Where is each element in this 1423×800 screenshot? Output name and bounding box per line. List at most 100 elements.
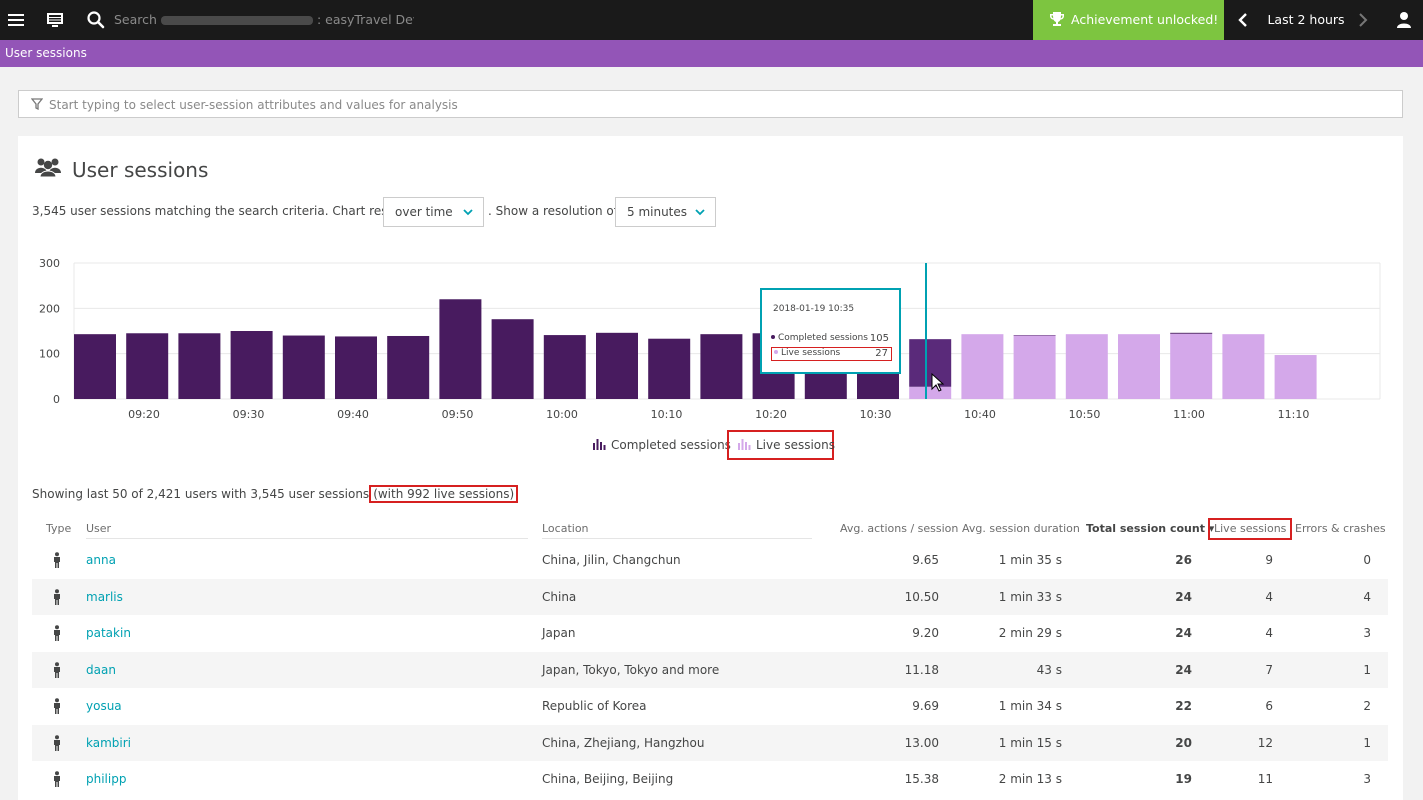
x-tick-label: 10:50 bbox=[1069, 408, 1101, 421]
search-input[interactable]: Search : easyTravel Dev... bbox=[114, 11, 414, 29]
chevron-left-icon[interactable] bbox=[1236, 12, 1250, 28]
user-link[interactable]: patakin bbox=[86, 626, 131, 640]
header-errors[interactable]: Errors & crashes bbox=[1295, 522, 1386, 535]
bar-live-sessions[interactable] bbox=[1013, 335, 1056, 399]
completed-dot bbox=[771, 335, 775, 339]
tooltip-date: 2018-01-19 10:35 bbox=[773, 304, 855, 314]
location-cell: Japan, Tokyo, Tokyo and more bbox=[542, 662, 720, 677]
bar-live-sessions[interactable] bbox=[1222, 334, 1265, 399]
user-link[interactable]: anna bbox=[86, 553, 116, 567]
person-icon bbox=[54, 588, 60, 605]
legend-completed-sessions[interactable]: Completed sessions bbox=[593, 430, 731, 460]
user-link[interactable]: daan bbox=[86, 662, 116, 677]
x-tick-label: 10:10 bbox=[651, 408, 683, 421]
avg-actions-cell: 10.50 bbox=[904, 589, 939, 604]
avg-duration-cell: 2 min 13 s bbox=[998, 772, 1062, 786]
avg-duration-cell: 1 min 35 s bbox=[998, 553, 1062, 567]
bar-completed-sessions[interactable] bbox=[596, 332, 638, 399]
bar-live-sessions[interactable] bbox=[961, 334, 1004, 399]
avg-actions-cell: 13.00 bbox=[904, 735, 939, 750]
user-link[interactable]: yosua bbox=[86, 699, 122, 713]
filter-placeholder: Start typing to select user-session attr… bbox=[49, 98, 458, 112]
table-row[interactable]: patakin Japan 9.20 2 min 29 s 24 4 3 bbox=[32, 615, 1388, 652]
header-user[interactable]: User bbox=[86, 522, 112, 535]
avg-actions-cell: 9.65 bbox=[912, 553, 939, 567]
header-location[interactable]: Location bbox=[542, 522, 589, 535]
bar-completed-sessions[interactable] bbox=[543, 335, 586, 399]
bar-completed-sessions[interactable] bbox=[74, 334, 116, 399]
x-tick-label: 09:50 bbox=[442, 408, 474, 421]
bar-completed-sessions[interactable] bbox=[335, 336, 377, 399]
x-tick-label: 09:20 bbox=[128, 408, 160, 421]
total-sessions-cell: 19 bbox=[1175, 772, 1192, 786]
avg-actions-cell: 11.18 bbox=[904, 662, 939, 677]
x-tick-label: 09:30 bbox=[233, 408, 265, 421]
monitor-icon[interactable] bbox=[46, 11, 64, 29]
hamburger-menu-icon[interactable] bbox=[8, 11, 24, 29]
location-cell: Japan bbox=[542, 626, 576, 640]
errors-cell: 3 bbox=[1363, 772, 1371, 786]
bar-completed-sessions[interactable] bbox=[230, 331, 273, 399]
resolution-label: . Show a resolution of bbox=[488, 204, 618, 218]
tooltip-live-label: Live sessions bbox=[781, 348, 841, 358]
live-dot bbox=[774, 350, 778, 354]
tooltip-completed-label: Completed sessions bbox=[778, 333, 868, 343]
live-sessions-count: (with 992 live sessions) bbox=[369, 485, 519, 503]
bar-completed-sessions[interactable] bbox=[126, 333, 169, 399]
chart-mode-select[interactable]: over time bbox=[383, 197, 484, 227]
bar-completed-sessions[interactable] bbox=[387, 335, 430, 399]
bar-live-sessions[interactable] bbox=[1274, 355, 1317, 399]
bar-completed-sessions[interactable] bbox=[439, 299, 482, 399]
bar-completed-sessions[interactable] bbox=[178, 333, 221, 399]
header-avg-actions[interactable]: Avg. actions / session bbox=[840, 522, 959, 535]
chart-legend: Completed sessions Live sessions bbox=[18, 430, 1403, 460]
user-link[interactable]: philipp bbox=[86, 772, 127, 786]
table-row[interactable]: kambiri China, Zhejiang, Hangzhou 13.00 1 m… bbox=[32, 724, 1388, 761]
live-sessions-cell: 4 bbox=[1265, 589, 1273, 604]
bar-completed-sessions[interactable] bbox=[700, 334, 743, 399]
avg-duration-cell: 1 min 33 s bbox=[998, 589, 1062, 604]
total-sessions-cell: 24 bbox=[1175, 589, 1192, 604]
header-type[interactable]: Type bbox=[46, 522, 72, 535]
live-sessions-cell: 12 bbox=[1257, 735, 1273, 750]
resolution-select[interactable]: 5 minutes bbox=[615, 197, 716, 227]
mouse-pointer-icon bbox=[931, 372, 945, 392]
bar-completed-sessions[interactable] bbox=[491, 319, 534, 399]
bar-live-sessions[interactable] bbox=[1170, 333, 1213, 399]
redacted-text bbox=[160, 16, 313, 25]
user-link[interactable]: kambiri bbox=[86, 735, 131, 750]
bar-completed-sessions[interactable] bbox=[648, 338, 691, 399]
header-total-sessions[interactable]: Total session count ▾ bbox=[1086, 522, 1215, 535]
breadcrumb-user-sessions[interactable]: User sessions bbox=[5, 46, 87, 60]
table-row[interactable]: yosua Republic of Korea 9.69 1 min 34 s 22 6 2 bbox=[32, 688, 1388, 725]
table-row[interactable]: anna China, Jilin, Changchun 9.65 1 min 35 … bbox=[32, 542, 1388, 579]
chevron-right-icon[interactable] bbox=[1356, 12, 1370, 28]
person-icon bbox=[54, 734, 60, 751]
bar-live-sessions[interactable] bbox=[1118, 334, 1160, 399]
x-tick-label: 09:40 bbox=[337, 408, 369, 421]
bar-live-sessions[interactable] bbox=[909, 386, 952, 399]
avg-actions-cell: 15.38 bbox=[904, 772, 939, 786]
achievement-button[interactable]: Achievement unlocked! bbox=[1033, 0, 1224, 40]
live-sessions-cell: 7 bbox=[1265, 662, 1273, 677]
session-filter-input[interactable]: Start typing to select user-session attr… bbox=[18, 90, 1403, 118]
bar-completed-sessions[interactable] bbox=[909, 339, 952, 387]
table-row[interactable]: philipp China, Beijing, Beijing 15.38 2 min… bbox=[32, 761, 1388, 798]
bar-live-sessions[interactable] bbox=[1065, 334, 1108, 399]
header-divider bbox=[86, 538, 528, 539]
legend-live-sessions[interactable]: Live sessions bbox=[727, 430, 835, 460]
bar-completed-sessions[interactable] bbox=[282, 335, 325, 399]
timeframe-selector[interactable]: Last 2 hours bbox=[1267, 12, 1345, 27]
header-avg-duration[interactable]: Avg. session duration bbox=[962, 522, 1080, 535]
showing-text: Showing last 50 of 2,421 users with 3,54… bbox=[32, 487, 370, 501]
search-icon[interactable] bbox=[86, 10, 106, 30]
bar-completed-sessions[interactable] bbox=[1170, 332, 1213, 334]
table-row[interactable]: daan Japan, Tokyo, Tokyo and more 11.18 43 … bbox=[32, 651, 1388, 688]
user-link[interactable]: marlis bbox=[86, 589, 123, 604]
total-sessions-cell: 20 bbox=[1175, 735, 1192, 750]
total-sessions-cell: 24 bbox=[1175, 662, 1192, 677]
user-sessions-panel: User sessions 3,545 user sessions matchi… bbox=[18, 136, 1403, 800]
table-row[interactable]: marlis China 10.50 1 min 33 s 24 4 4 bbox=[32, 578, 1388, 615]
user-account-icon[interactable] bbox=[1396, 11, 1412, 29]
header-live-sessions[interactable]: Live sessions bbox=[1208, 518, 1293, 540]
